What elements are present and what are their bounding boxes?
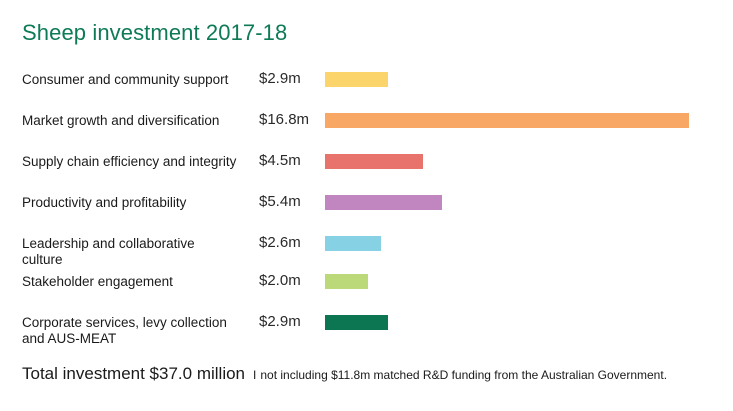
bar xyxy=(325,113,689,128)
category-label: Corporate services, levy collection and … xyxy=(22,315,227,346)
category-label: Leadership and collaborative culture xyxy=(22,236,195,267)
total-investment: Total investment $37.0 million xyxy=(22,364,246,383)
value-label: $2.6m xyxy=(259,234,301,251)
bar-row: Leadership and collaborative culture $2.6… xyxy=(0,232,733,267)
category-label: Consumer and community support xyxy=(22,72,229,87)
bar xyxy=(325,315,388,330)
category-label: Market growth and diversification xyxy=(22,113,220,128)
value-label: $16.8m xyxy=(259,111,310,128)
bar xyxy=(325,154,423,169)
category-label: Stakeholder engagement xyxy=(22,274,173,289)
bar-row: Corporate services, levy collection and … xyxy=(0,311,733,346)
value-label: $5.4m xyxy=(259,193,301,210)
bar-row: Consumer and community support $2.9m xyxy=(0,68,733,102)
value-label: $4.5m xyxy=(259,152,301,169)
category-label: Supply chain efficiency and integrity xyxy=(22,154,237,169)
footer-separator: I xyxy=(253,368,257,382)
bar xyxy=(325,236,381,251)
category-label: Productivity and profitability xyxy=(22,195,187,210)
chart-title: Sheep investment 2017-18 xyxy=(22,20,288,45)
value-label: $2.0m xyxy=(259,272,301,289)
bar-row: Supply chain efficiency and integrity $4.… xyxy=(0,150,733,184)
footer-note: not including $11.8m matched R&D funding… xyxy=(260,368,668,382)
bar-row: Productivity and profitability $5.4m xyxy=(0,191,733,225)
value-label: $2.9m xyxy=(259,313,301,330)
bar xyxy=(325,274,368,289)
value-label: $2.9m xyxy=(259,70,301,87)
bar-row: Market growth and diversification $16.8m xyxy=(0,109,733,143)
bar-row: Stakeholder engagement $2.0m xyxy=(0,270,733,304)
bar xyxy=(325,72,388,87)
bar xyxy=(325,195,442,210)
